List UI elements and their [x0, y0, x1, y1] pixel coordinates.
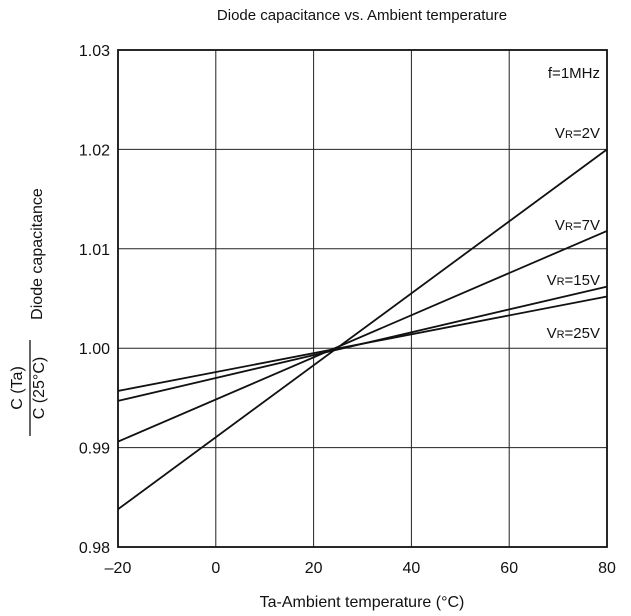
series-label: VR=25V — [547, 325, 600, 342]
x-tick-label: 0 — [211, 560, 220, 577]
series-label: VR=7V — [555, 217, 600, 234]
annotation-frequency: f=1MHz — [548, 65, 600, 82]
y-axis-label-main: Diode capacitance — [29, 188, 46, 320]
y-tick-label: 0.99 — [79, 441, 110, 458]
series-label: VR=2V — [555, 125, 600, 142]
series-line — [117, 295, 608, 392]
y-axis-label: Diode capacitance C (Ta) C (25°C) — [9, 188, 48, 436]
y-tick-label: 1.01 — [79, 242, 110, 259]
tick-labels: –20 0 20 40 60 80 0.98 0.99 1.00 1.01 1.02 1.03 — [79, 43, 616, 577]
chart-title: Diode capacitance vs. Ambient temperatur… — [217, 7, 507, 24]
series-labels: VR=2V VR=7V VR=15V VR=25V — [547, 125, 600, 342]
x-tick-label: 20 — [305, 560, 323, 577]
series-label: VR=15V — [547, 272, 600, 289]
series-line — [117, 230, 608, 443]
series-group — [117, 148, 608, 510]
x-tick-label: 60 — [500, 560, 518, 577]
x-tick-label: –20 — [105, 560, 132, 577]
y-tick-label: 1.00 — [79, 341, 110, 358]
x-axis-label: Ta-Ambient temperature (°C) — [260, 594, 465, 611]
y-tick-label: 0.98 — [79, 540, 110, 557]
x-tick-label: 40 — [403, 560, 421, 577]
y-tick-label: 1.03 — [79, 43, 110, 60]
x-tick-label: 80 — [598, 560, 616, 577]
y-tick-label: 1.02 — [79, 142, 110, 159]
y-axis-label-denominator: C (25°C) — [31, 357, 48, 419]
plot-frame — [117, 49, 608, 548]
series-line — [117, 148, 608, 510]
y-axis-label-numerator: C (Ta) — [9, 366, 26, 410]
grid — [118, 50, 607, 547]
